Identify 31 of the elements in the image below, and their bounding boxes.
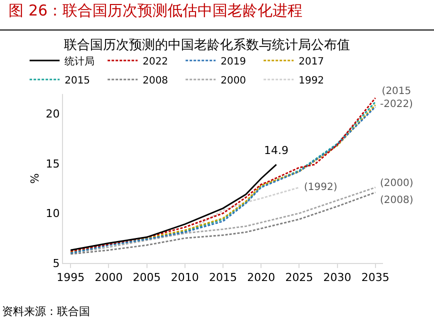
y-tick-label: 10	[46, 207, 60, 220]
legend-label: 2017	[298, 56, 324, 68]
legend-label: 2022	[142, 56, 168, 68]
legend-label: 统计局	[64, 55, 95, 68]
y-axis-title: %	[28, 173, 42, 184]
chart-subtitle: 联合国历次预测的中国老龄化系数与统计局公布值	[64, 38, 350, 53]
annotation: (2000)	[380, 178, 414, 189]
x-tick-label: 2000	[94, 271, 123, 284]
legend-label: 2008	[142, 75, 168, 86]
x-tick-label: 2020	[247, 271, 276, 284]
y-tick-label: 15	[46, 157, 60, 170]
annotation: (1992)	[304, 182, 338, 193]
x-tick-label: 2025	[285, 271, 314, 284]
annotation: (2015 -2022)	[380, 86, 414, 110]
y-tick-label: 20	[46, 108, 60, 121]
x-tick-label: 2005	[132, 271, 161, 284]
x-tick-label: 1995	[56, 271, 85, 284]
x-tick-label: 2030	[323, 271, 352, 284]
legend-label: 2019	[220, 56, 246, 68]
legend-label: 2000	[220, 75, 246, 86]
x-tick-label: 2035	[361, 271, 390, 284]
legend-label: 2015	[64, 75, 90, 86]
line-series	[70, 164, 278, 251]
legend-label: 1992	[298, 75, 324, 86]
y-tick-label: 5	[52, 256, 60, 270]
x-tick-label: 2015	[209, 271, 237, 284]
text: 资料来源：联合国	[2, 305, 90, 318]
x-tick-label: 2010	[170, 271, 199, 284]
annotation: (2008)	[380, 195, 414, 206]
annotation: 14.9	[264, 144, 288, 157]
chart-title: 图 26：联合国历次预测低估中国老龄化进程	[8, 1, 303, 20]
